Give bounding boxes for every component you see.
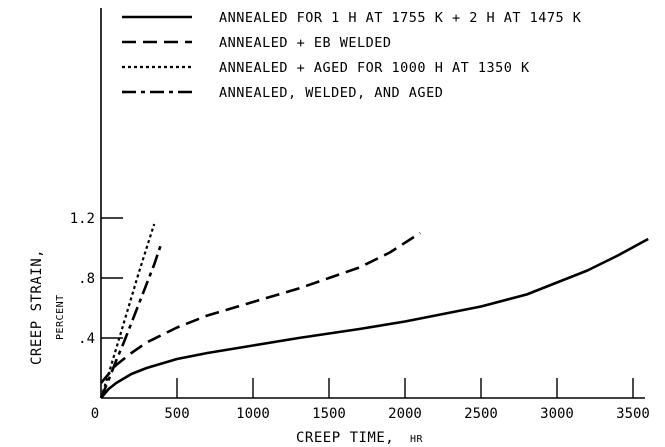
- series-line-2: [100, 231, 421, 384]
- x-tick-label: 500: [164, 406, 189, 422]
- legend-label-2: ANNEALED + EB WELDED: [219, 35, 392, 51]
- x-tick-label: 1000: [236, 406, 270, 422]
- x-tick-label: 1500: [312, 406, 346, 422]
- y-tick-label: .8: [78, 271, 95, 287]
- series-line-1: [100, 237, 649, 399]
- legend-label-4: ANNEALED, WELDED, AND AGED: [219, 85, 443, 101]
- series-line-3: [99, 223, 156, 399]
- axes: 0 500 1000 1500 2000 2500 3000 3500 .4 .8 1.2: [70, 8, 650, 422]
- x-tick-label: 3000: [540, 406, 574, 422]
- x-tick-label: 2000: [388, 406, 422, 422]
- y-axis-unit: PERCENT: [55, 294, 66, 340]
- x-tick-label: 3500: [616, 406, 650, 422]
- series-layer: [99, 223, 649, 399]
- y-tick-label: 1.2: [70, 211, 95, 227]
- y-axis-title: CREEP STRAIN,: [29, 249, 45, 365]
- legend-label-1: ANNEALED FOR 1 H AT 1755 K + 2 H AT 1475…: [219, 10, 582, 26]
- x-tick-label: 0: [91, 406, 99, 422]
- x-axis-title: CREEP TIME,: [296, 430, 394, 446]
- legend-label-3: ANNEALED + AGED FOR 1000 H AT 1350 K: [219, 60, 530, 76]
- x-tick-label: 2500: [464, 406, 498, 422]
- x-axis-unit: HR: [410, 434, 424, 445]
- legend: ANNEALED FOR 1 H AT 1755 K + 2 H AT 1475…: [122, 10, 582, 101]
- y-tick-label: .4: [78, 331, 95, 347]
